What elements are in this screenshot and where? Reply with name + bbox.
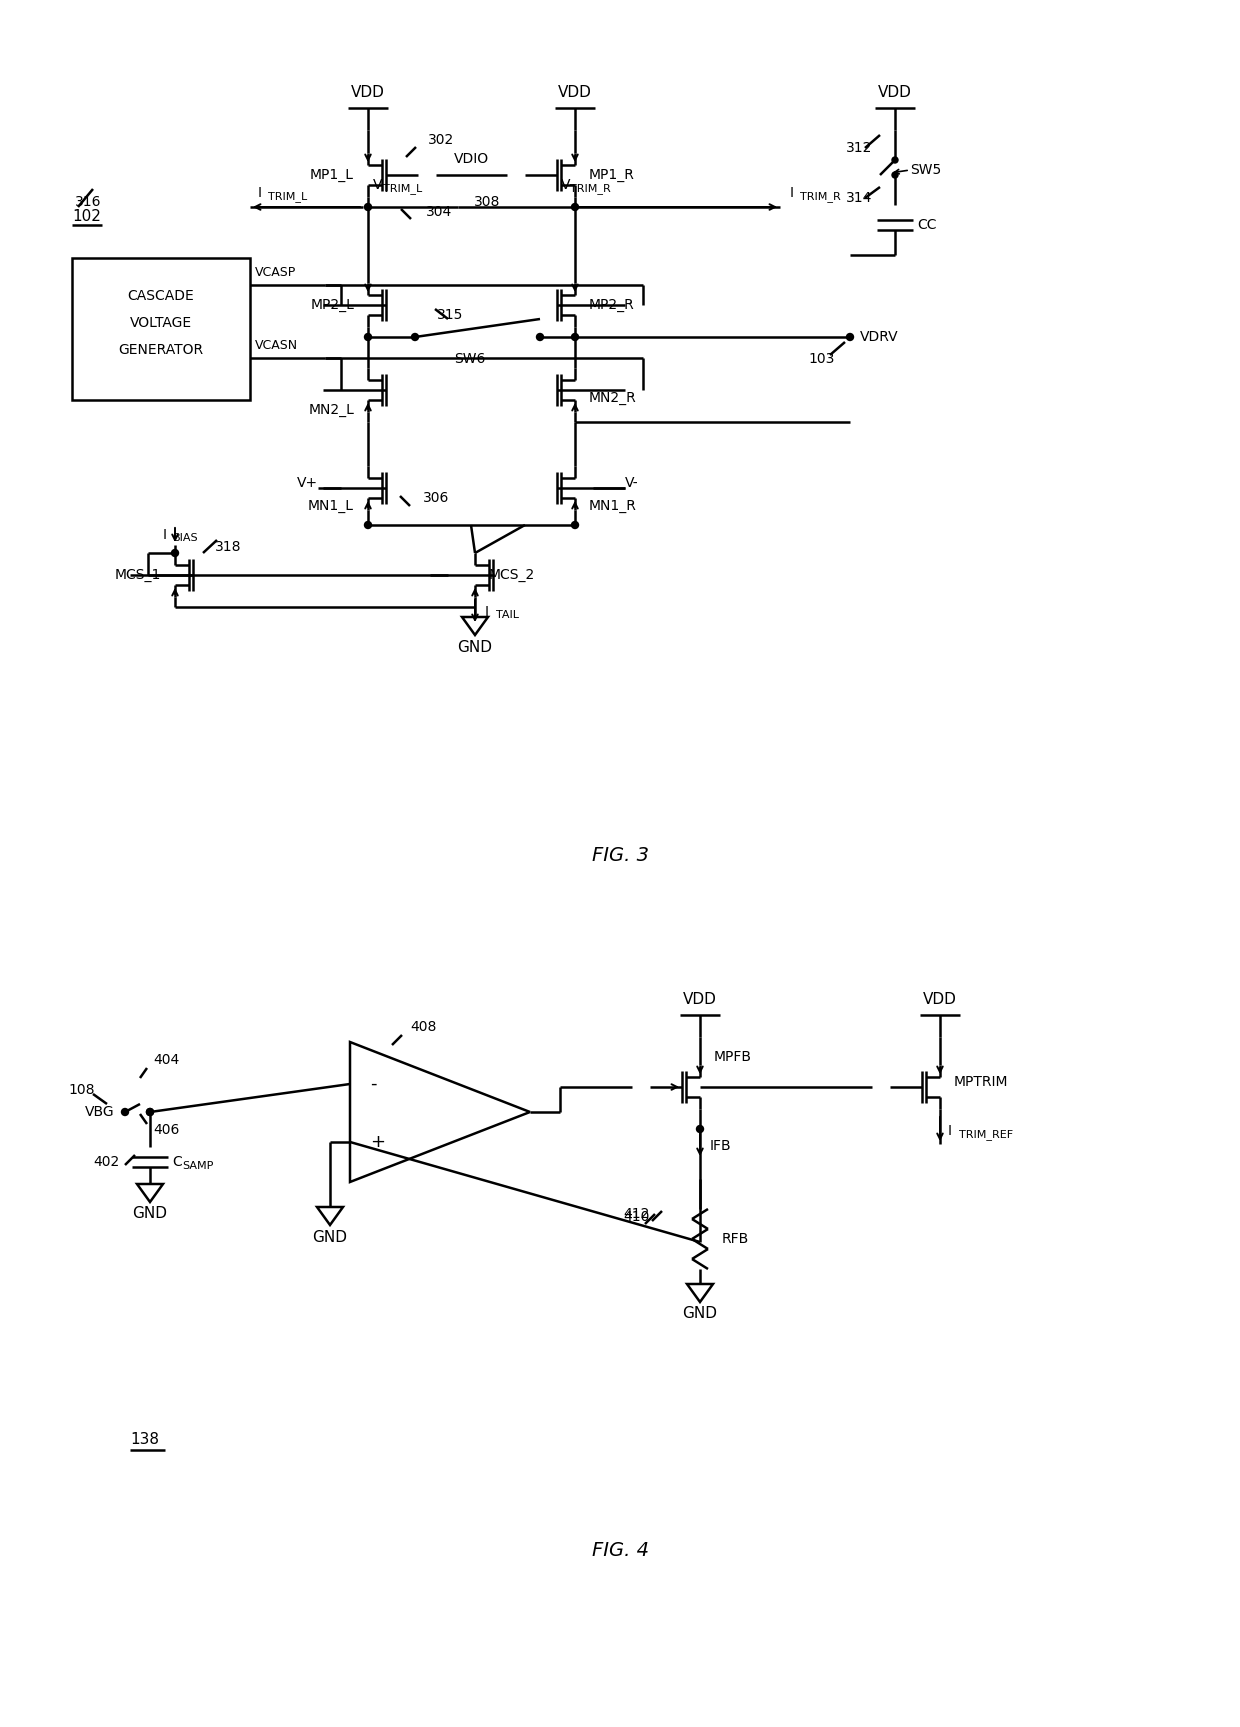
Text: VDD: VDD [351,85,384,100]
Text: VDD: VDD [878,85,911,100]
Text: FIG. 3: FIG. 3 [591,846,649,865]
Text: V-: V- [625,477,639,490]
Text: 312: 312 [846,142,872,155]
Text: CASCADE: CASCADE [128,288,195,302]
Circle shape [847,333,853,340]
Text: BIAS: BIAS [174,534,198,542]
Circle shape [572,522,579,528]
Text: RFB: RFB [722,1231,749,1245]
Text: MCS_1: MCS_1 [114,568,161,582]
Text: MN2_R: MN2_R [589,390,637,406]
Text: MN2_L: MN2_L [308,402,353,416]
Circle shape [171,549,179,556]
Text: 308: 308 [474,195,500,209]
Text: V+: V+ [296,477,317,490]
Circle shape [146,1109,154,1116]
Text: I: I [790,187,794,200]
Text: 103: 103 [808,352,835,366]
Text: VDD: VDD [923,991,957,1007]
Text: VDIO: VDIO [454,152,489,166]
Text: MCS_2: MCS_2 [489,568,536,582]
Text: 108: 108 [68,1083,95,1097]
Text: VDD: VDD [558,85,591,100]
Text: VCASN: VCASN [255,338,298,352]
Text: SAMP: SAMP [182,1161,213,1171]
Text: TRIM_R: TRIM_R [800,192,841,202]
Circle shape [537,333,543,340]
Text: GND: GND [133,1207,167,1221]
Circle shape [146,1109,154,1116]
Text: SW5: SW5 [910,162,941,176]
Text: 318: 318 [215,541,242,554]
Circle shape [572,204,579,211]
Text: MPTRIM: MPTRIM [954,1074,1008,1090]
Text: 404: 404 [153,1053,180,1067]
Text: I: I [162,528,167,542]
Text: 302: 302 [428,133,454,147]
Text: 314: 314 [846,192,872,206]
Text: GND: GND [458,639,492,655]
Text: VDRV: VDRV [861,330,899,344]
Text: 138: 138 [130,1432,159,1447]
Text: VBG: VBG [86,1105,115,1119]
Text: I: I [949,1124,952,1138]
Circle shape [412,333,419,340]
Text: TRIM_REF: TRIM_REF [959,1129,1013,1140]
Text: I: I [485,604,489,618]
Text: IFB: IFB [711,1140,732,1154]
Text: 410: 410 [624,1211,650,1224]
Text: MN1_L: MN1_L [308,499,353,513]
Text: +: + [370,1133,384,1150]
Circle shape [365,522,372,528]
Text: GND: GND [682,1307,718,1321]
Text: 306: 306 [423,490,449,504]
Text: CC: CC [918,218,936,231]
Text: 102: 102 [72,209,100,223]
Circle shape [892,157,898,162]
Circle shape [892,173,898,178]
Text: VOLTAGE: VOLTAGE [130,316,192,330]
Text: 412: 412 [624,1207,650,1221]
Text: MPFB: MPFB [714,1050,751,1064]
Text: I: I [258,187,262,200]
Text: FIG. 4: FIG. 4 [591,1540,649,1559]
Text: GND: GND [312,1230,347,1245]
Circle shape [365,204,372,211]
Text: SW6: SW6 [454,352,486,366]
Bar [72,257,250,401]
Text: TRIM_L: TRIM_L [383,183,423,195]
Text: MP2_L: MP2_L [310,299,353,313]
Text: MP2_R: MP2_R [589,299,635,313]
Text: 304: 304 [427,206,453,219]
Text: MN1_R: MN1_R [589,499,637,513]
Text: VDD: VDD [683,991,717,1007]
Text: 315: 315 [436,307,464,321]
Text: TAIL: TAIL [496,610,520,620]
Text: 316: 316 [74,195,102,209]
Text: MP1_L: MP1_L [310,168,353,181]
Text: 406: 406 [153,1123,180,1136]
Circle shape [365,333,372,340]
Text: 408: 408 [410,1021,436,1034]
Text: TRIM_L: TRIM_L [268,192,308,202]
Text: V: V [560,178,570,192]
Text: 402: 402 [94,1155,120,1169]
Text: VCASP: VCASP [255,266,296,278]
Text: GENERATOR: GENERATOR [119,344,203,357]
Text: MP1_R: MP1_R [589,168,635,181]
Text: TRIM_R: TRIM_R [570,183,611,195]
Circle shape [572,333,579,340]
Circle shape [122,1109,129,1116]
Text: -: - [370,1074,377,1093]
Text: V: V [373,178,382,192]
Text: C: C [172,1155,182,1169]
Circle shape [697,1126,703,1133]
